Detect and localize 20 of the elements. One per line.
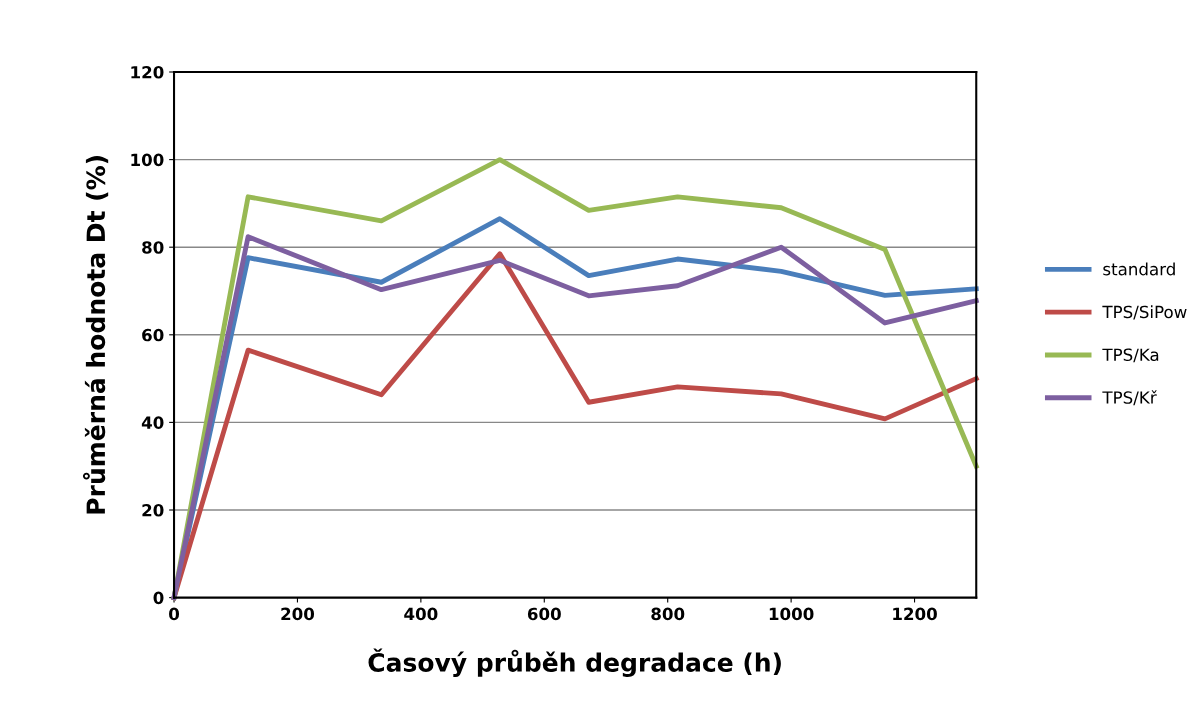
x-tick-label: 200 [281, 607, 315, 621]
y-tick-label: 40 [141, 416, 164, 429]
y-tick-label: 0 [153, 591, 164, 605]
legend-label: standard [1103, 262, 1175, 276]
y-tick-label: 80 [142, 241, 164, 254]
x-axis-title: Časový průběh degradace (h) [368, 648, 781, 677]
legend-label: TPS/Ka [1102, 348, 1159, 363]
legend-label: TPS/SiPow [1102, 305, 1187, 320]
x-tick-label: 800 [651, 607, 685, 621]
x-tick-label: 600 [527, 607, 561, 621]
y-tick-label: 20 [142, 503, 164, 517]
legend-label: TPS/Kř [1102, 390, 1157, 406]
y-tick-label: 100 [131, 153, 164, 167]
y-tick-label: 120 [131, 65, 164, 79]
x-tick-label: 0 [169, 607, 180, 621]
x-tick-label: 1000 [769, 607, 814, 621]
x-tick-label: 1200 [893, 607, 937, 621]
x-tick-label: 400 [404, 607, 438, 621]
y-axis-title: Průměrná hodnota Dt (%) [82, 156, 109, 514]
y-tick-label: 60 [142, 328, 164, 342]
